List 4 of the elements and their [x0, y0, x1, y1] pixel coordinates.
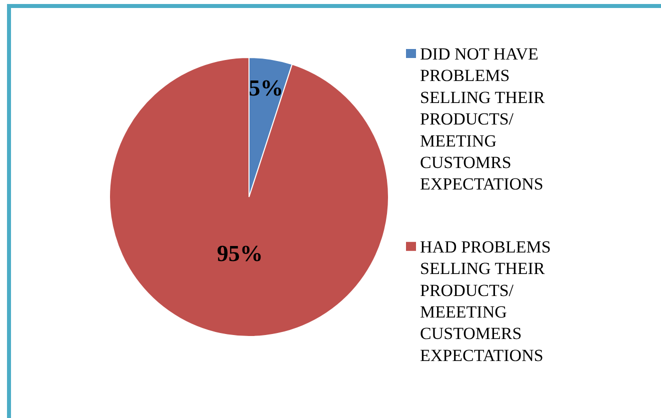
legend-label: HAD PROBLEMS SELLING THEIR PRODUCTS/ MEEETING CUSTOMERS EXPECTATIONS — [420, 237, 551, 365]
data-label: 95% — [216, 240, 263, 266]
data-label: 5% — [248, 75, 284, 100]
legend-label: DID NOT HAVE PROBLEMS SELLING THEIR PRODUCTS/ MEETING CUSTOMRS EXPECTATIONS — [420, 44, 546, 194]
